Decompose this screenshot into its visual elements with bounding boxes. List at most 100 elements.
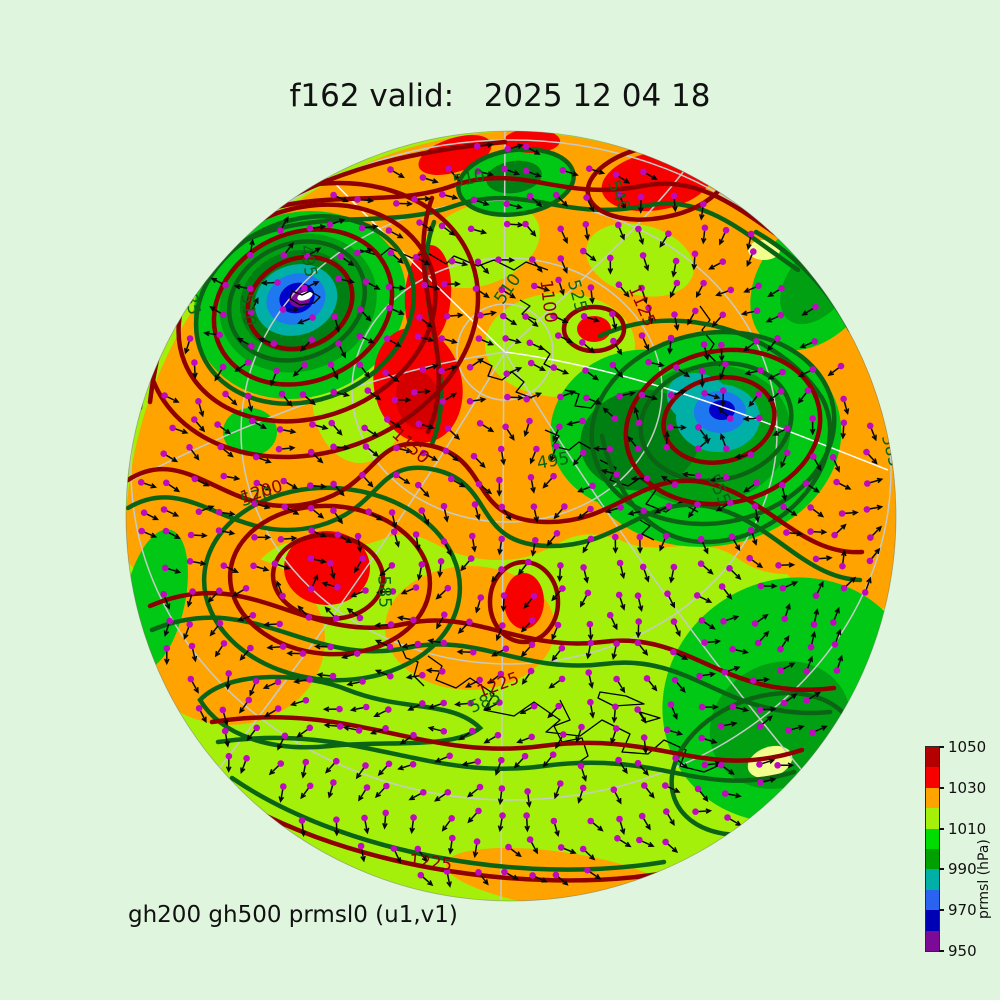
wind-dot <box>609 310 616 318</box>
wind-dot <box>250 562 257 570</box>
wind-dot <box>306 676 313 683</box>
wind-dot <box>467 555 475 562</box>
wind-dot <box>615 591 623 599</box>
wind-dot <box>439 398 447 405</box>
wind-dot <box>641 782 648 789</box>
wind-dot <box>670 618 678 625</box>
wind-dot <box>781 615 788 623</box>
colorbar-tick-label: 990 <box>948 860 977 879</box>
wind-dot <box>665 502 673 510</box>
wind-dot <box>720 387 727 394</box>
wind-dot <box>448 257 456 265</box>
wind-dot <box>438 335 446 342</box>
wind-dot <box>195 508 203 515</box>
wind-dot <box>555 332 562 339</box>
wind-dot <box>503 370 511 378</box>
wind-dot <box>527 474 535 481</box>
wind-dot <box>579 845 587 853</box>
wind-dot <box>497 445 505 453</box>
coastlines-shape <box>519 299 537 321</box>
wind-dot <box>273 367 281 375</box>
wind-dot <box>561 503 568 510</box>
wind-dot <box>163 645 171 652</box>
gh200-contours-shape <box>487 559 561 645</box>
wind-dot <box>470 452 478 460</box>
colorbar-axis-label: prmsl (hPa) <box>976 839 992 919</box>
wind-dot <box>754 639 762 647</box>
wind-dot <box>637 193 645 201</box>
wind-dot <box>417 871 425 879</box>
wind-dot <box>559 167 567 174</box>
wind-dot <box>276 426 284 433</box>
wind-dot <box>248 342 255 350</box>
wind-dot <box>582 221 590 228</box>
wind-dot <box>330 443 337 451</box>
wind-dot <box>186 335 194 342</box>
wind-dot <box>220 640 228 647</box>
wind-dot <box>670 648 677 656</box>
wind-dot <box>498 286 506 294</box>
wind-dot <box>529 872 536 879</box>
wind-dot <box>830 619 837 626</box>
wind-dot <box>524 788 531 795</box>
wind-dot <box>333 757 340 765</box>
wind-dot <box>636 836 643 844</box>
wind-dot <box>670 192 678 200</box>
wind-dot <box>812 555 820 563</box>
wind-dot <box>557 255 565 262</box>
wind-dot <box>440 280 448 288</box>
colorbar-tick <box>939 909 944 912</box>
wind-dot <box>701 224 709 232</box>
wind-dot <box>582 367 589 374</box>
wind-dot <box>784 449 791 457</box>
wind-field <box>137 142 884 888</box>
gh200-contours-shape <box>147 590 837 692</box>
wind-dot <box>474 758 482 765</box>
wind-dot <box>390 845 398 852</box>
wind-dot <box>419 366 427 373</box>
wind-dot <box>557 780 564 787</box>
gh500-contours-shape <box>221 195 801 273</box>
wind-dot <box>640 507 647 515</box>
wind-dot <box>222 282 229 289</box>
wind-dot <box>609 361 617 369</box>
wind-dot <box>362 278 370 286</box>
wind-dot <box>553 191 560 199</box>
wind-dot <box>477 312 484 319</box>
wind-dot <box>225 752 233 760</box>
wind-dot <box>774 335 781 342</box>
wind-dot <box>253 479 261 487</box>
wind-dot <box>812 303 819 311</box>
wind-dot <box>363 784 371 791</box>
wind-dot <box>577 762 585 770</box>
wind-dot <box>635 225 642 233</box>
wind-dot <box>694 501 701 508</box>
wind-dot <box>279 306 287 313</box>
wind-dot <box>863 448 870 456</box>
wind-dot <box>698 367 706 375</box>
wind-dot <box>616 191 623 198</box>
wind-dot <box>550 472 557 480</box>
wind-dot <box>673 279 681 287</box>
wind-dot <box>722 473 730 481</box>
wind-dot <box>160 506 168 513</box>
wind-dot <box>299 391 307 398</box>
wind-dot <box>717 722 725 730</box>
wind-dot <box>393 200 400 207</box>
wind-dot <box>728 533 736 540</box>
colorbar-segment <box>926 787 939 809</box>
wind-dot <box>335 275 342 283</box>
wind-dot <box>251 534 258 541</box>
wind-dot <box>440 639 448 647</box>
wind-dot <box>691 250 699 258</box>
wind-dot <box>692 808 699 815</box>
wind-dot <box>579 339 586 346</box>
wind-dot <box>810 621 818 628</box>
wind-dot <box>522 220 529 228</box>
graticule-shape <box>504 162 691 353</box>
wind-dot <box>330 507 337 514</box>
wind-dot <box>251 500 258 507</box>
wind-dot <box>279 592 286 600</box>
wind-dot <box>252 453 260 461</box>
wind-dot <box>698 734 705 742</box>
